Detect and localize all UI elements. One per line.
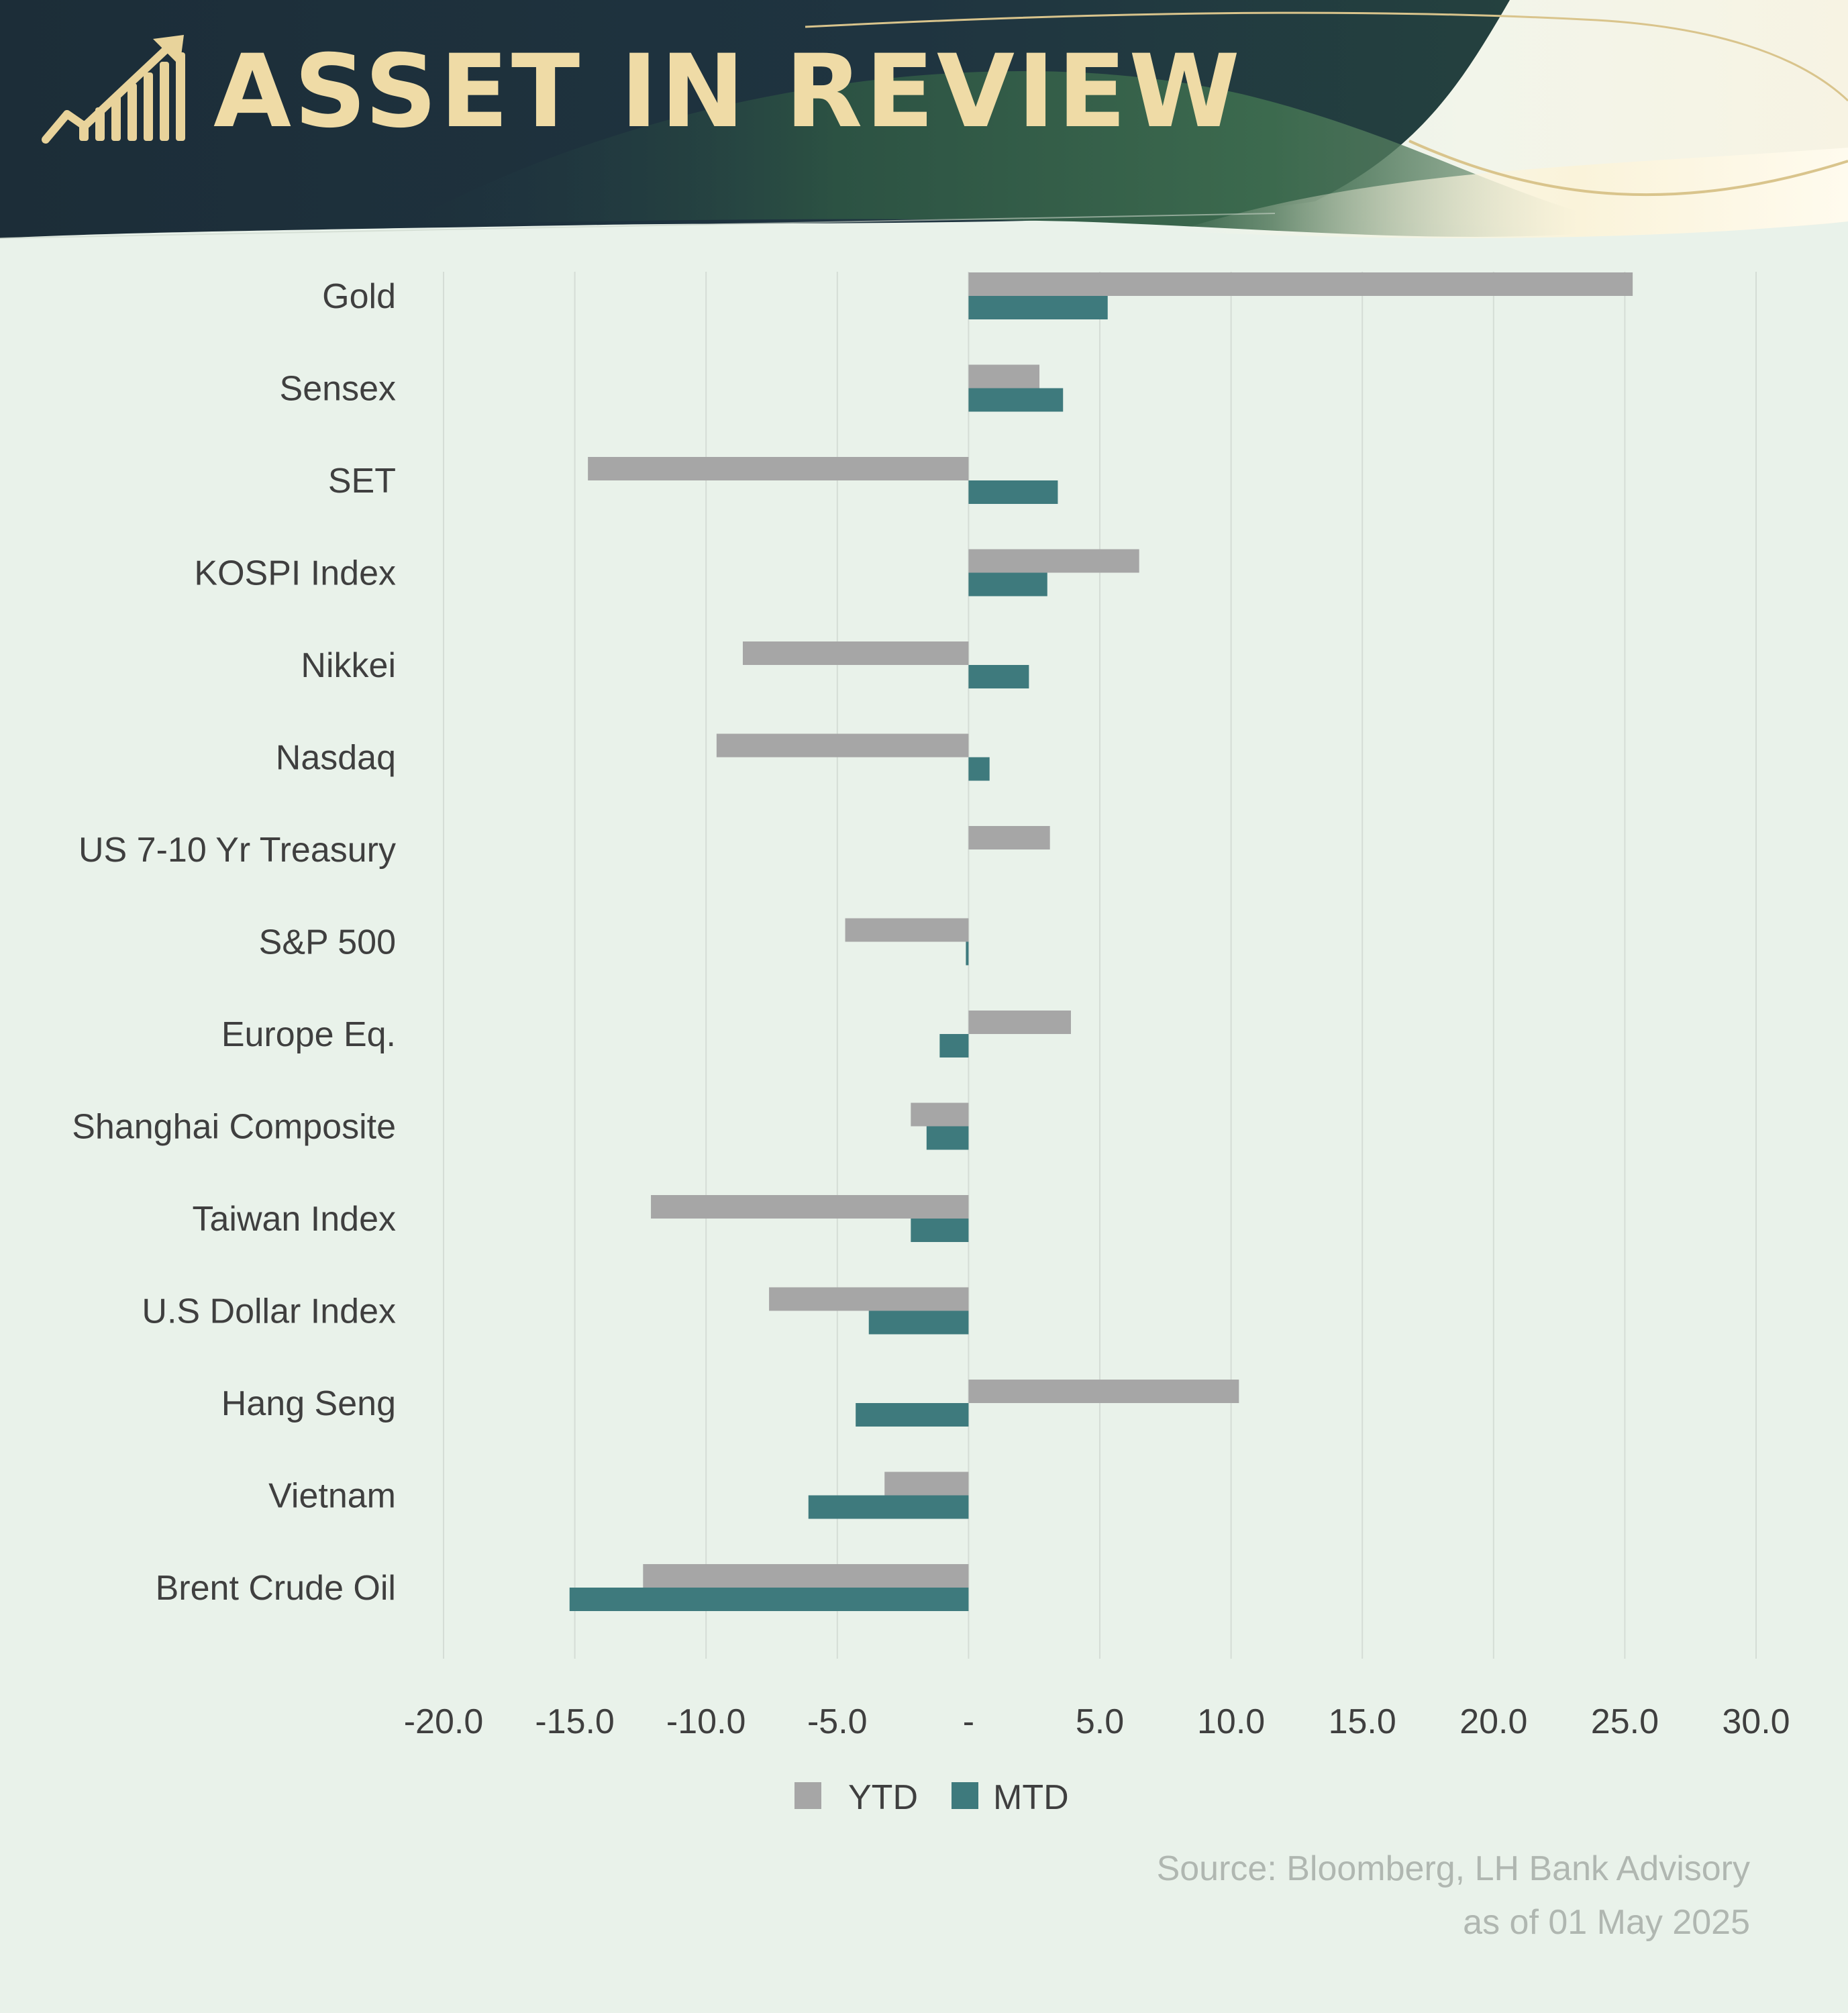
legend-label-ytd: YTD xyxy=(848,1778,918,1812)
bars xyxy=(569,272,1633,1611)
category-label: KOSPI Index xyxy=(194,554,396,593)
legend: YTD MTD xyxy=(794,1778,1069,1812)
bar-ytd xyxy=(968,1380,1239,1403)
bar-ytd xyxy=(884,1472,969,1496)
bar-mtd xyxy=(868,1310,969,1335)
bar-ytd xyxy=(769,1287,969,1311)
bar-ytd xyxy=(588,457,969,480)
x-tick-label: -20.0 xyxy=(404,1702,484,1741)
source-note: Source: Bloomberg, LH Bank Advisory as o… xyxy=(1157,1842,1750,1949)
legend-label-mtd: MTD xyxy=(993,1778,1069,1812)
as-of-date: as of 01 May 2025 xyxy=(1463,1903,1750,1942)
bar-mtd xyxy=(968,665,1029,688)
bar-mtd xyxy=(968,757,990,781)
bar-ytd xyxy=(651,1195,969,1219)
category-label: Nikkei xyxy=(301,646,396,685)
bar-ytd xyxy=(716,733,969,758)
bar-ytd xyxy=(968,272,1633,296)
x-tick-label: -10.0 xyxy=(666,1702,746,1741)
x-tick-label: 15.0 xyxy=(1329,1702,1396,1741)
bar-mtd xyxy=(911,1219,969,1242)
category-label: Sensex xyxy=(280,370,396,409)
bar-mtd xyxy=(968,296,1108,319)
bar-ytd xyxy=(911,1102,969,1127)
bar-ytd xyxy=(845,918,969,942)
category-label: US 7-10 Yr Treasury xyxy=(79,831,396,870)
x-tick-label: 30.0 xyxy=(1722,1702,1790,1741)
page-title: ASSET IN REVIEW xyxy=(213,34,1243,150)
category-label: Brent Crude Oil xyxy=(156,1569,396,1608)
banner-background xyxy=(0,0,1848,268)
bar-ytd xyxy=(968,364,1040,389)
legend-swatch-mtd xyxy=(952,1782,978,1809)
x-tick-label: -5.0 xyxy=(807,1702,868,1741)
x-tick-label: - xyxy=(963,1702,974,1741)
x-tick-labels: -20.0 -15.0 -10.0 -5.0-5.0 10.0 15.0 20.0 25.0 3… xyxy=(404,1702,1790,1741)
category-label: Shanghai Composite xyxy=(72,1108,396,1147)
x-tick-label: 20.0 xyxy=(1459,1702,1527,1741)
bar-mtd xyxy=(939,1034,969,1057)
category-label: Hang Seng xyxy=(221,1384,396,1423)
category-label: SET xyxy=(328,462,396,501)
category-label: Vietnam xyxy=(268,1477,396,1516)
x-tick-label: 25.0 xyxy=(1591,1702,1659,1741)
category-label: U.S Dollar Index xyxy=(142,1292,396,1331)
category-label: S&P 500 xyxy=(259,923,396,962)
category-label: Gold xyxy=(322,277,396,316)
x-tick-label: 5.0 xyxy=(1076,1702,1124,1741)
category-label: Taiwan Index xyxy=(192,1200,396,1239)
legend-swatch-ytd xyxy=(794,1782,821,1809)
bar-mtd xyxy=(966,941,969,966)
bar-mtd xyxy=(569,1588,969,1611)
header-banner: ASSET IN REVIEW xyxy=(0,0,1848,268)
category-label: Europe Eq. xyxy=(221,1015,396,1054)
category-label: Nasdaq xyxy=(276,739,396,778)
bar-mtd xyxy=(856,1403,969,1427)
bar-ytd xyxy=(742,641,969,665)
bar-mtd xyxy=(968,480,1058,504)
x-tick-label: -15.0 xyxy=(535,1702,615,1741)
bar-mtd xyxy=(968,388,1064,412)
bar-ytd xyxy=(968,1011,1071,1034)
category-labels: Gold Sensex SET KOSPI Index Nikkei Nasdaq US 7… xyxy=(72,277,396,1608)
bar-mtd xyxy=(808,1495,969,1519)
bar-ytd xyxy=(968,826,1050,849)
bar-growth-arrow-icon xyxy=(42,35,185,144)
bar-mtd xyxy=(926,1126,969,1150)
bar-ytd xyxy=(643,1564,969,1588)
x-tick-label: 10.0 xyxy=(1197,1702,1265,1741)
bar-chart: Gold Sensex SET KOSPI Index Nikkei Nasdaq US 7… xyxy=(72,272,1790,1812)
source-text: Source: Bloomberg, LH Bank Advisory xyxy=(1156,1849,1750,1888)
bar-ytd xyxy=(968,549,1139,573)
bar-mtd xyxy=(968,572,1047,597)
